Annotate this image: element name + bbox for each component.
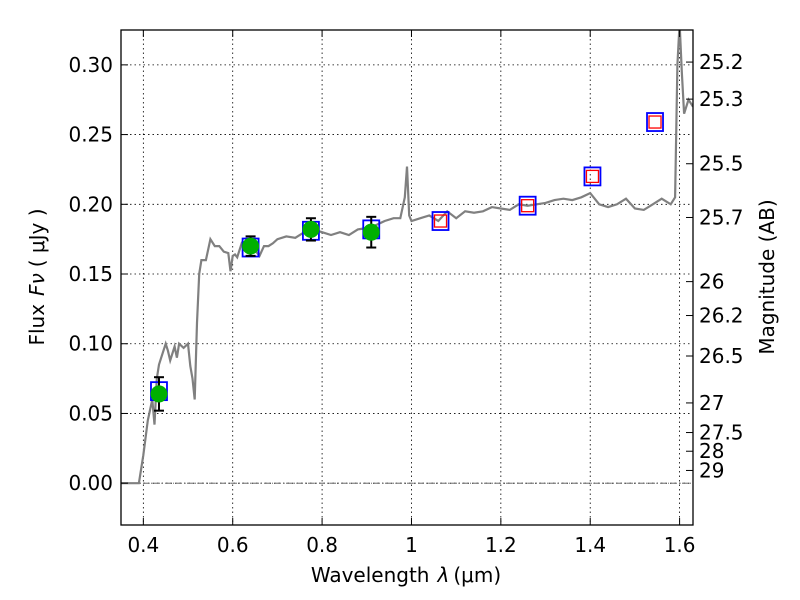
mag-tick-label: 27 (699, 391, 724, 415)
x-axis-label: Wavelength λ (μm) (311, 563, 501, 587)
y2-axis-label: Magnitude (AB) (755, 199, 779, 354)
mag-tick-label: 28 (699, 439, 724, 463)
mag-tick-label: 25.3 (699, 87, 744, 111)
model-flux-square (431, 211, 450, 231)
x-tick-label: 0.6 (217, 533, 249, 557)
x-tick-label: 0.4 (127, 533, 159, 557)
mag-tick-label: 26 (699, 270, 724, 294)
x-tick-label: 1.2 (485, 533, 517, 557)
mag-tick-label: 26.5 (699, 344, 744, 368)
x-tick-label: 0.8 (306, 533, 338, 557)
x-tick-label: 1.4 (574, 533, 606, 557)
observed-flux-point (242, 237, 260, 255)
spectrum-line (121, 30, 693, 485)
y-tick-label: 0.10 (68, 332, 113, 356)
model-flux-square (646, 112, 664, 132)
y-tick-label: 0.25 (68, 123, 113, 147)
mag-tick-label: 25.2 (699, 50, 744, 74)
ticks: 0.4 0.6 0.8 1 1.2 1.4 1.6 0.00 0.05 0.10 0.15 0.20 0… (68, 30, 744, 557)
model-flux-square (518, 195, 537, 216)
data-marks (150, 112, 664, 412)
grid (121, 30, 693, 525)
y-tick-label: 0.15 (68, 262, 113, 286)
mag-tick-label: 26.2 (699, 304, 744, 328)
observed-flux-point (362, 223, 380, 241)
plot-frame (120, 29, 694, 526)
observed-flux-point (302, 220, 320, 238)
y-tick-label: 0.00 (68, 471, 113, 495)
model-flux-square (583, 166, 602, 187)
mag-tick-label: 25.7 (699, 205, 744, 229)
upper-limit-square (648, 115, 662, 129)
y-tick-label: 0.30 (68, 53, 113, 77)
mag-tick-label: 29 (699, 458, 724, 482)
mag-tick-label: 25.5 (699, 152, 744, 176)
upper-limit-square (585, 169, 600, 184)
upper-limit-square (433, 214, 448, 228)
y-tick-label: 0.05 (68, 401, 113, 425)
x-tick-label: 1.6 (664, 533, 696, 557)
x-tick-label: 1 (405, 533, 418, 557)
mag-tick-label: 27.5 (699, 421, 744, 445)
y-axis-label: FluxFν( μJy ) (25, 208, 49, 345)
y-tick-label: 0.20 (68, 192, 113, 216)
observed-flux-point (150, 385, 168, 403)
upper-limit-square (521, 199, 535, 213)
